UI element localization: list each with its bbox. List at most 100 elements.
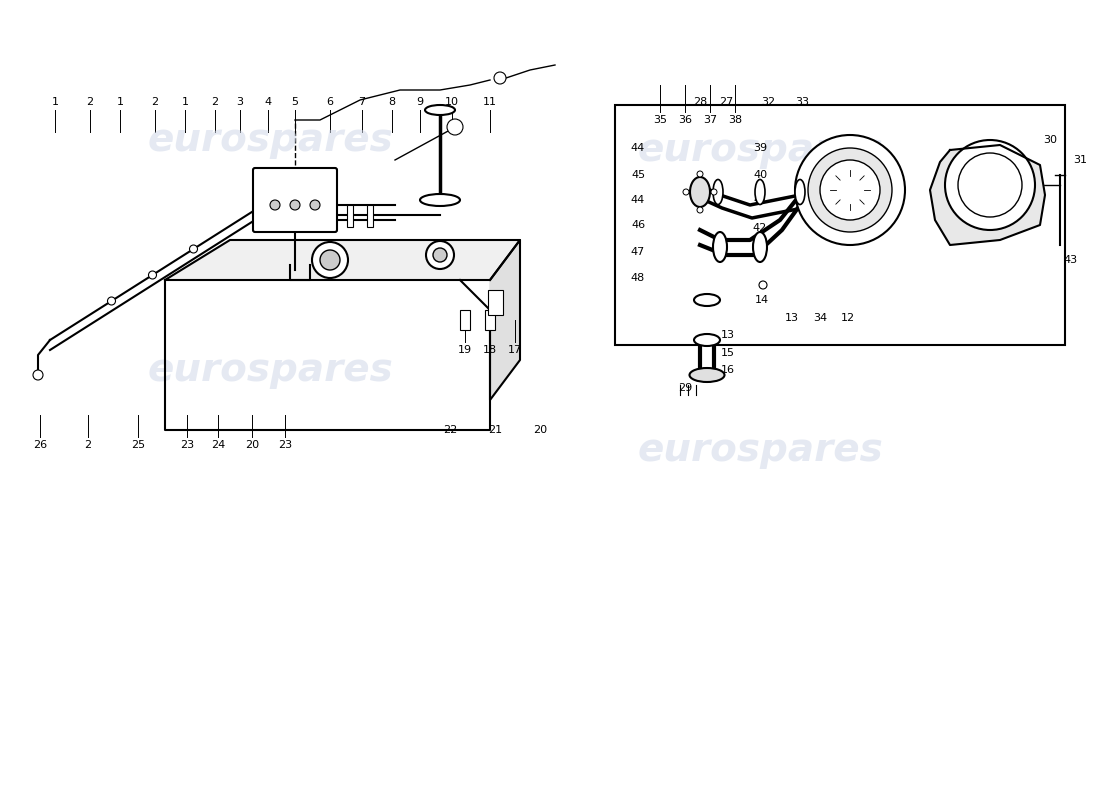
Bar bbox=[367, 205, 373, 227]
Text: 14: 14 bbox=[755, 295, 769, 305]
Text: eurospares: eurospares bbox=[637, 131, 883, 169]
Circle shape bbox=[270, 200, 280, 210]
Text: 12: 12 bbox=[840, 313, 855, 323]
Circle shape bbox=[312, 242, 348, 278]
Circle shape bbox=[711, 189, 717, 195]
Polygon shape bbox=[490, 240, 520, 400]
Ellipse shape bbox=[425, 105, 455, 115]
Text: 37: 37 bbox=[703, 115, 717, 125]
Ellipse shape bbox=[754, 232, 767, 262]
Text: 1: 1 bbox=[182, 97, 188, 107]
Text: 23: 23 bbox=[180, 440, 194, 450]
Circle shape bbox=[958, 153, 1022, 217]
Text: 33: 33 bbox=[795, 97, 808, 107]
Circle shape bbox=[426, 241, 454, 269]
Polygon shape bbox=[165, 240, 520, 280]
Text: 35: 35 bbox=[653, 115, 667, 125]
Text: 38: 38 bbox=[728, 115, 743, 125]
Text: 10: 10 bbox=[446, 97, 459, 107]
Text: 1: 1 bbox=[117, 97, 123, 107]
Circle shape bbox=[108, 297, 115, 305]
Circle shape bbox=[683, 189, 689, 195]
Circle shape bbox=[148, 271, 156, 279]
Text: 1: 1 bbox=[52, 97, 58, 107]
Circle shape bbox=[447, 119, 463, 135]
Ellipse shape bbox=[690, 368, 725, 382]
Text: 5: 5 bbox=[292, 97, 298, 107]
Bar bbox=[460, 310, 470, 330]
Text: 2: 2 bbox=[85, 440, 91, 450]
Bar bbox=[346, 205, 353, 227]
Ellipse shape bbox=[713, 232, 727, 262]
Ellipse shape bbox=[755, 179, 764, 205]
Text: 44: 44 bbox=[631, 143, 645, 153]
Text: 25: 25 bbox=[131, 440, 145, 450]
Text: 29: 29 bbox=[678, 383, 692, 393]
Polygon shape bbox=[930, 145, 1045, 245]
Polygon shape bbox=[165, 280, 490, 430]
Text: 34: 34 bbox=[813, 313, 827, 323]
Circle shape bbox=[33, 370, 43, 380]
Text: 18: 18 bbox=[483, 345, 497, 355]
Text: 32: 32 bbox=[761, 97, 776, 107]
Text: 20: 20 bbox=[532, 425, 547, 435]
Text: 39: 39 bbox=[752, 143, 767, 153]
Circle shape bbox=[697, 207, 703, 213]
Ellipse shape bbox=[420, 194, 460, 206]
Text: 2: 2 bbox=[211, 97, 219, 107]
Text: 42: 42 bbox=[752, 223, 767, 233]
Bar bbox=[485, 310, 495, 330]
Circle shape bbox=[820, 160, 880, 220]
Text: 16: 16 bbox=[720, 365, 735, 375]
Text: 19: 19 bbox=[458, 345, 472, 355]
Text: 17: 17 bbox=[508, 345, 522, 355]
Text: 6: 6 bbox=[327, 97, 333, 107]
Text: 45: 45 bbox=[631, 170, 645, 180]
Circle shape bbox=[759, 281, 767, 289]
Text: 11: 11 bbox=[483, 97, 497, 107]
Text: 41: 41 bbox=[752, 195, 767, 205]
Ellipse shape bbox=[690, 177, 710, 207]
Circle shape bbox=[795, 135, 905, 245]
Ellipse shape bbox=[795, 179, 805, 205]
Text: 27: 27 bbox=[719, 97, 733, 107]
Text: 44: 44 bbox=[631, 195, 645, 205]
Text: 8: 8 bbox=[388, 97, 396, 107]
Text: 36: 36 bbox=[678, 115, 692, 125]
Text: eurospares: eurospares bbox=[637, 431, 883, 469]
Text: 4: 4 bbox=[264, 97, 272, 107]
Text: 3: 3 bbox=[236, 97, 243, 107]
Circle shape bbox=[433, 248, 447, 262]
Text: eurospares: eurospares bbox=[147, 351, 393, 389]
Text: 47: 47 bbox=[631, 247, 645, 257]
Ellipse shape bbox=[694, 334, 720, 346]
Text: 22: 22 bbox=[443, 425, 458, 435]
Circle shape bbox=[310, 200, 320, 210]
Circle shape bbox=[945, 140, 1035, 230]
Text: 15: 15 bbox=[720, 348, 735, 358]
Text: 21: 21 bbox=[488, 425, 502, 435]
Text: 48: 48 bbox=[631, 273, 645, 283]
Text: 23: 23 bbox=[278, 440, 293, 450]
Circle shape bbox=[320, 250, 340, 270]
Circle shape bbox=[290, 200, 300, 210]
Text: 43: 43 bbox=[1063, 255, 1077, 265]
Text: 46: 46 bbox=[631, 220, 645, 230]
Circle shape bbox=[697, 171, 703, 177]
Text: 31: 31 bbox=[1072, 155, 1087, 165]
Text: eurospares: eurospares bbox=[147, 121, 393, 159]
Circle shape bbox=[808, 148, 892, 232]
Text: 2: 2 bbox=[152, 97, 158, 107]
Ellipse shape bbox=[694, 294, 720, 306]
Text: 20: 20 bbox=[245, 440, 260, 450]
Text: 13: 13 bbox=[785, 313, 799, 323]
Text: 24: 24 bbox=[211, 440, 226, 450]
FancyBboxPatch shape bbox=[253, 168, 337, 232]
Text: 9: 9 bbox=[417, 97, 424, 107]
Text: 2: 2 bbox=[87, 97, 94, 107]
Bar bbox=[615, 105, 1065, 345]
Text: 7: 7 bbox=[359, 97, 365, 107]
Circle shape bbox=[189, 245, 198, 253]
Ellipse shape bbox=[713, 179, 723, 205]
Text: 28: 28 bbox=[693, 97, 707, 107]
